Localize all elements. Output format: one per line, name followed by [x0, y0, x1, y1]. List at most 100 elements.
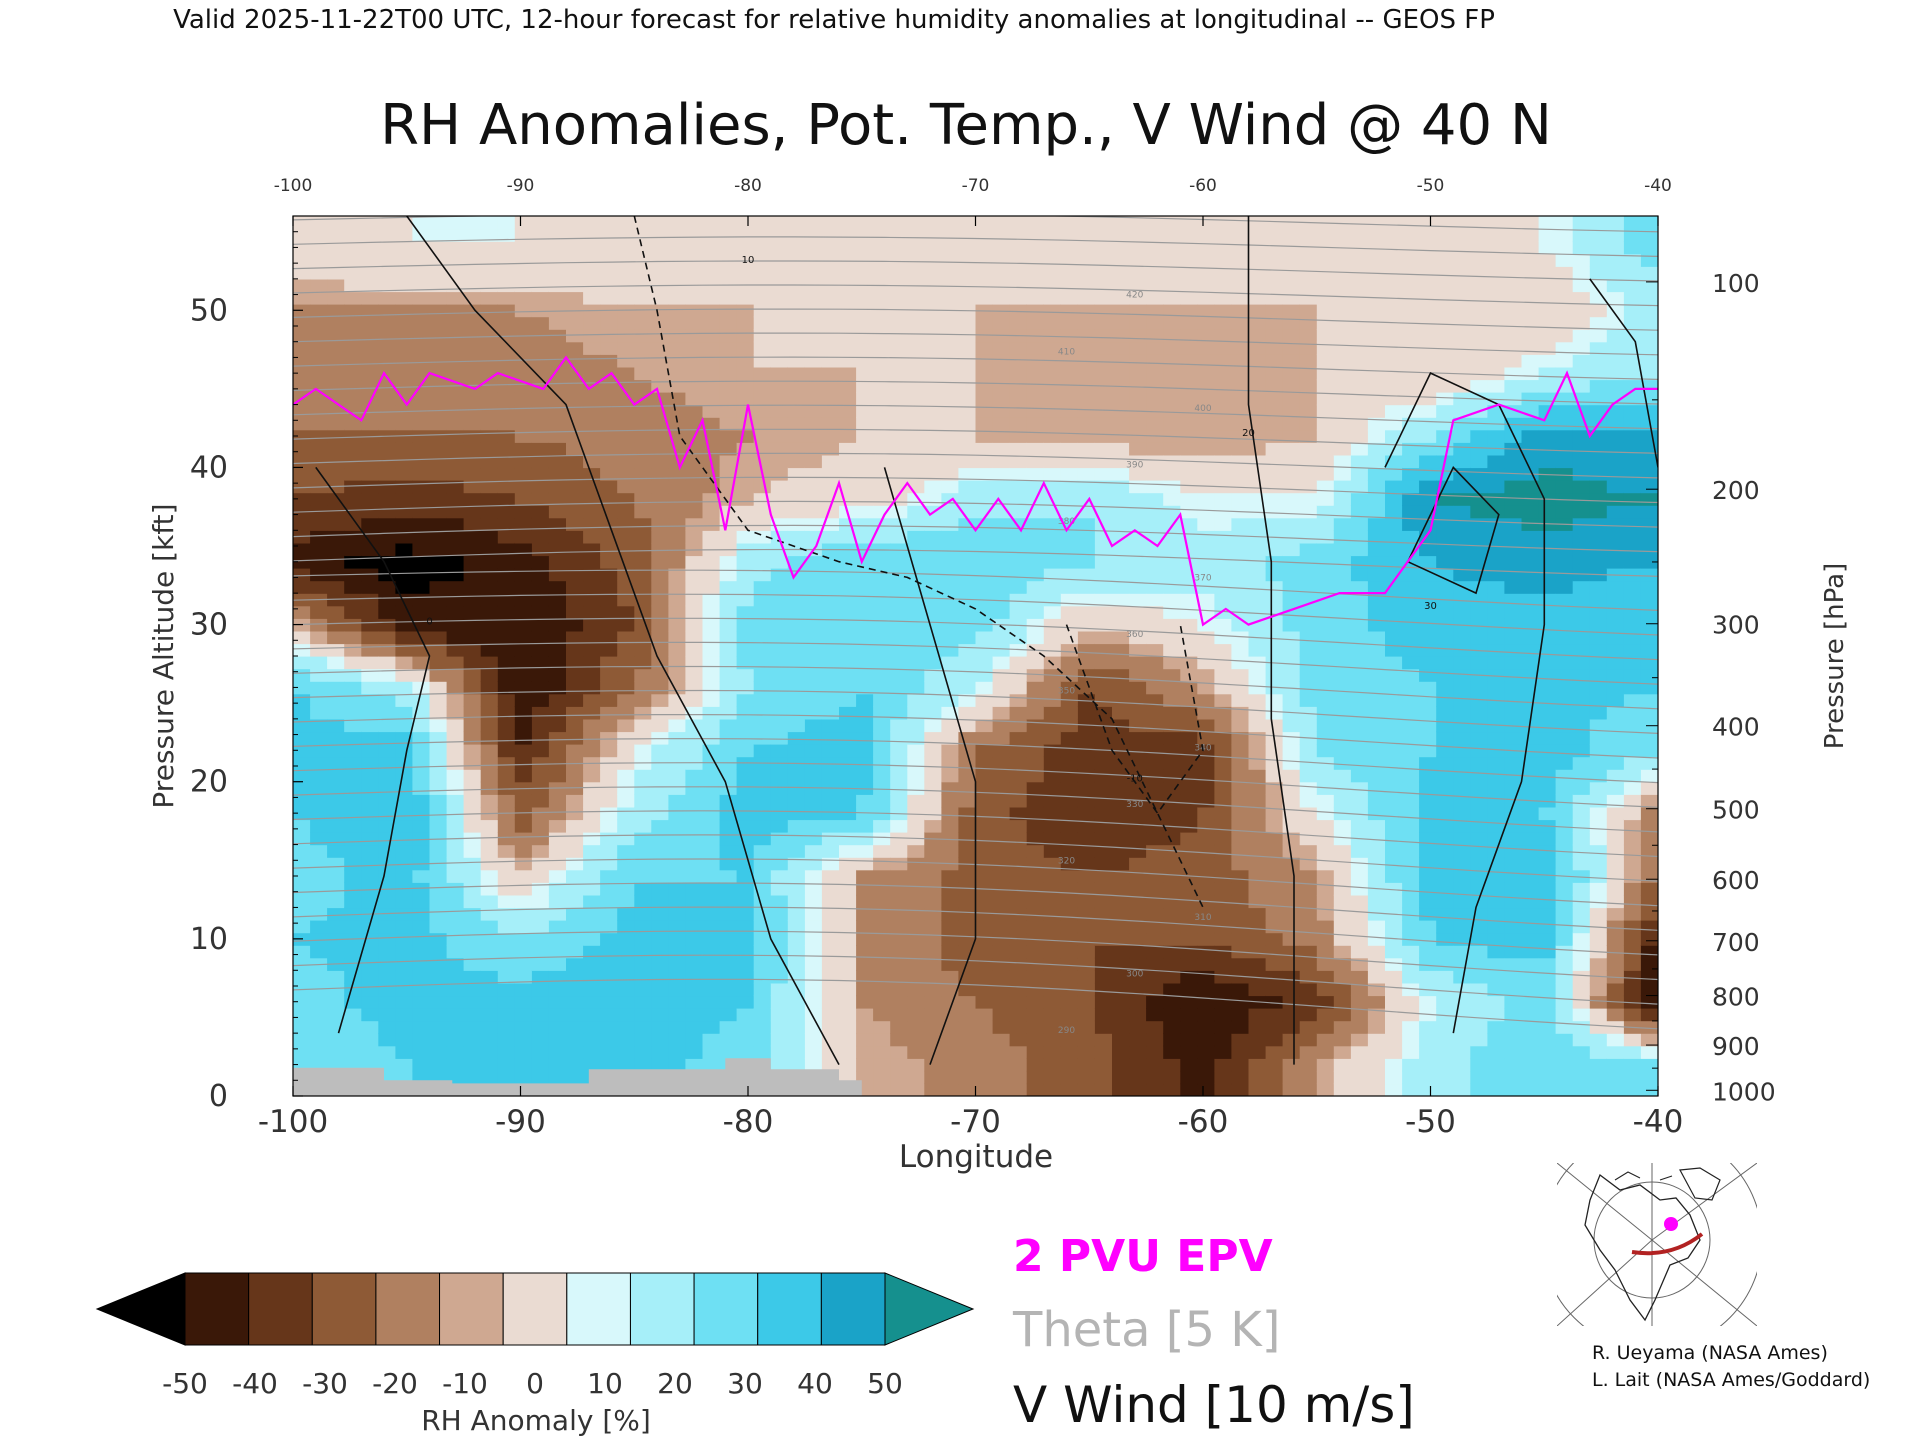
heatmap-cell [361, 304, 379, 318]
heatmap-cell [395, 718, 414, 733]
heatmap-cell [1419, 354, 1437, 368]
heatmap-cell [907, 253, 925, 267]
heatmap-cell [548, 756, 567, 770]
heatmap-cell [344, 467, 362, 481]
heatmap-cell [600, 970, 618, 984]
heatmap-cell [310, 241, 328, 255]
heatmap-cell [531, 1045, 550, 1059]
heatmap-cell [804, 517, 823, 531]
heatmap-cell [1436, 404, 1454, 418]
heatmap-cell [1453, 568, 1471, 582]
heatmap-cell [1248, 744, 1267, 758]
heatmap-cell [480, 794, 499, 808]
heatmap-cell [1402, 492, 1420, 506]
heatmap-cell [941, 216, 960, 217]
heatmap-cell [1077, 769, 1096, 783]
heatmap-cell [1197, 266, 1215, 280]
heatmap-cell [1385, 744, 1403, 758]
heatmap-cell [890, 819, 908, 833]
heatmap-cell [839, 228, 857, 242]
heatmap-cell [668, 1033, 687, 1047]
heatmap-cell [856, 530, 874, 544]
heatmap-cell [1077, 656, 1096, 670]
heatmap-cell [1385, 869, 1403, 883]
heatmap-cell [975, 1008, 994, 1022]
heatmap-cell [958, 882, 977, 896]
heatmap-cell [1419, 253, 1437, 267]
heatmap-cell [1299, 480, 1318, 494]
heatmap-cell [412, 819, 431, 833]
heatmap-cell [1419, 366, 1437, 381]
heatmap-cell [1112, 630, 1130, 645]
heatmap-cell [668, 932, 687, 946]
heatmap-cell [310, 907, 328, 921]
heatmap-cell [873, 882, 891, 896]
heatmap-cell [361, 492, 379, 506]
heatmap-cell [1385, 618, 1403, 632]
heatmap-cell [361, 819, 379, 833]
heatmap-cell [1487, 1070, 1506, 1085]
heatmap-cell [1487, 1008, 1506, 1022]
heatmap-cell [907, 731, 925, 745]
heatmap-cell [531, 480, 550, 494]
heatmap-cell [395, 354, 414, 368]
heatmap-cell [429, 630, 448, 645]
heatmap-cell [600, 241, 618, 255]
heatmap-cell [531, 731, 550, 745]
heatmap-cell [702, 970, 721, 984]
heatmap-cell [1367, 1045, 1386, 1059]
heatmap-cell [975, 618, 994, 632]
heatmap-cell [617, 241, 635, 255]
heatmap-cell [668, 1058, 687, 1072]
heatmap-cell [1129, 794, 1147, 808]
heatmap-cell [395, 266, 414, 280]
heatmap-cell [702, 492, 721, 506]
heatmap-cell [1299, 920, 1318, 934]
heatmap-cell [1214, 982, 1233, 997]
heatmap-cell [787, 681, 806, 695]
heatmap-cell [1231, 920, 1250, 934]
heatmap-cell [1129, 681, 1147, 695]
heatmap-cell [429, 454, 448, 469]
heatmap-cell [327, 329, 345, 343]
heatmap-cell [924, 354, 942, 368]
heatmap-cell [975, 1070, 994, 1085]
heatmap-cell [958, 341, 977, 355]
heatmap-cell [583, 316, 601, 330]
heatmap-cell [1299, 354, 1318, 368]
heatmap-cell [1146, 957, 1164, 971]
heatmap-cell [1180, 1070, 1198, 1085]
heatmap-cell [378, 329, 396, 343]
heatmap-cell [1299, 882, 1318, 896]
heatmap-cell [1094, 668, 1113, 682]
heatmap-cell [924, 216, 942, 230]
heatmap-cell [1180, 605, 1198, 619]
heatmap-cell [1146, 216, 1164, 230]
heatmap-cell [600, 228, 618, 242]
heatmap-cell [1367, 542, 1386, 557]
heatmap-cell [1214, 454, 1233, 469]
heatmap-cell [856, 1033, 874, 1047]
heatmap-cell [1214, 857, 1233, 871]
heatmap-cell [1265, 379, 1284, 393]
heatmap-cell [856, 366, 874, 381]
heatmap-cell [531, 1008, 550, 1022]
heatmap-cell [310, 429, 328, 443]
heatmap-cell [1026, 794, 1045, 808]
heatmap-cell [1043, 618, 1062, 632]
heatmap-cell [344, 354, 362, 368]
heatmap-cell [1367, 605, 1386, 619]
heatmap-cell [310, 304, 328, 318]
heatmap-cell [1470, 882, 1488, 896]
heatmap-cell [395, 1033, 414, 1047]
heatmap-cell [873, 781, 891, 795]
heatmap-cell [327, 253, 345, 267]
heatmap-cell [378, 404, 396, 418]
heatmap-cell [685, 995, 704, 1009]
heatmap-cell [1265, 605, 1284, 619]
heatmap-cell [702, 266, 721, 280]
heatmap-cell [1419, 957, 1437, 971]
heatmap-cell [924, 1045, 942, 1059]
heatmap-cell [412, 304, 431, 318]
heatmap-cell [1385, 392, 1403, 406]
